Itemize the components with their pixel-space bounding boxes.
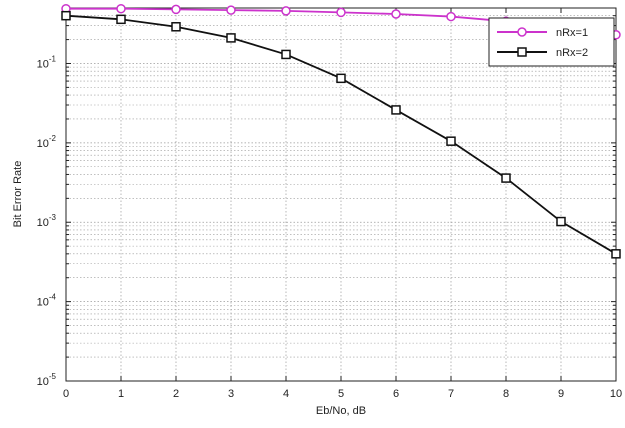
data-point-nrx2	[226, 33, 236, 43]
data-point-nrx1	[281, 6, 291, 16]
x-tick-label: 8	[503, 388, 509, 400]
x-tick-label: 4	[283, 388, 289, 400]
data-point-nrx1	[116, 3, 126, 14]
y-tick-label: 10-2	[37, 134, 57, 150]
legend-marker-nrx2	[517, 47, 527, 57]
x-axis-label: Eb/No, dB	[316, 405, 366, 417]
x-tick-label: 3	[228, 388, 234, 400]
x-tick-label: 6	[393, 388, 399, 400]
y-axis-label: Bit Error Rate	[12, 161, 24, 228]
legend-label-nrx2: nRx=2	[556, 47, 588, 59]
y-tick-label: 10-4	[37, 293, 57, 309]
x-tick-label: 0	[63, 388, 69, 400]
data-point-nrx1	[446, 11, 456, 22]
data-point-nrx2	[391, 105, 401, 115]
y-tick-label: 10-1	[37, 54, 57, 70]
data-point-nrx2	[336, 73, 346, 84]
x-tick-label: 2	[173, 388, 179, 400]
x-tick-label: 7	[448, 388, 454, 400]
y-tick-label: 10-5	[37, 372, 57, 388]
data-point-nrx2	[556, 216, 566, 227]
data-point-nrx2	[611, 249, 621, 259]
x-tick-label: 10	[610, 388, 622, 400]
series	[61, 3, 621, 259]
data-point-nrx1	[171, 4, 181, 15]
y-tick-label: 10-3	[37, 213, 57, 229]
data-point-nrx2	[116, 14, 126, 25]
data-point-nrx1	[391, 9, 401, 19]
grid	[66, 8, 616, 381]
data-point-nrx1	[226, 5, 236, 15]
data-point-nrx2	[171, 22, 181, 32]
x-tick-label: 1	[118, 388, 124, 400]
data-point-nrx1	[336, 7, 346, 18]
legend-marker-nrx1	[517, 27, 527, 37]
data-point-nrx2	[446, 136, 456, 146]
data-point-nrx2	[61, 10, 71, 21]
x-tick-label: 5	[338, 388, 344, 400]
data-point-nrx2	[281, 49, 291, 60]
x-tick-label: 9	[558, 388, 564, 400]
legend-label-nrx1: nRx=1	[556, 27, 588, 39]
legend-box	[488, 17, 615, 67]
data-point-nrx2	[501, 173, 511, 183]
legend: nRx=1 nRx=2	[488, 17, 615, 67]
